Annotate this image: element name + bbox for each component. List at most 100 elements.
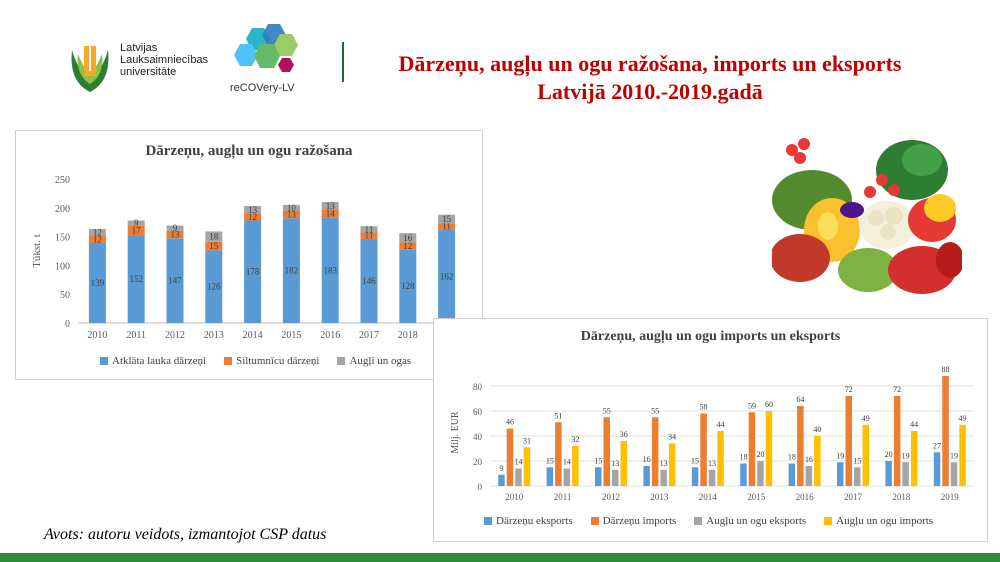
data-label: 13 [708, 459, 716, 468]
data-label: 34 [668, 433, 676, 442]
bar [360, 238, 378, 323]
legend-label: Dārzeņu eksports [496, 515, 573, 527]
y-tick-label: 100 [55, 261, 70, 272]
data-label: 9 [499, 464, 503, 473]
bar [282, 218, 300, 323]
data-label: 46 [506, 418, 514, 427]
bar [668, 443, 676, 486]
data-label: 16 [805, 455, 813, 464]
x-tick-label: 2012 [602, 492, 620, 502]
bar [765, 411, 773, 486]
bar [933, 452, 941, 486]
data-label: 64 [796, 395, 804, 404]
data-label: 16 [403, 233, 413, 243]
y-axis-label: Milj. EUR [450, 411, 461, 454]
x-tick-label: 2019 [941, 492, 960, 502]
bar [360, 232, 378, 239]
bar [321, 202, 339, 210]
bar [244, 213, 262, 221]
data-label: 12 [93, 234, 102, 244]
bar [595, 467, 602, 486]
x-tick-label: 2012 [165, 330, 185, 341]
data-label: 18 [739, 453, 747, 462]
bottom-bar [0, 553, 1000, 562]
x-tick-label: 2016 [320, 330, 340, 341]
data-label: 15 [442, 214, 452, 224]
x-tick-label: 2011 [126, 330, 146, 341]
data-label: 13 [326, 201, 336, 211]
vegetables-image [770, 130, 964, 300]
legend-label: Augļi un ogas [349, 355, 412, 367]
legend-swatch [590, 517, 599, 525]
legend-swatch [694, 517, 703, 525]
bar [546, 467, 554, 486]
bar [88, 242, 106, 323]
data-label: 20 [885, 450, 893, 459]
data-label: 147 [168, 276, 182, 286]
bar [127, 220, 145, 226]
bar [902, 462, 909, 486]
data-label: 44 [910, 420, 918, 429]
data-label: 146 [362, 276, 376, 286]
y-tick-label: 0 [65, 319, 70, 330]
data-label: 13 [660, 459, 668, 468]
data-label: 16 [643, 455, 651, 464]
legend-label: Atklāta lauka dārzeņi [112, 355, 207, 367]
bar [438, 229, 456, 323]
data-label: 36 [620, 430, 628, 439]
bar [950, 462, 958, 486]
data-label: 9 [173, 223, 178, 233]
data-label: 88 [942, 365, 950, 374]
bar [166, 238, 184, 323]
bar [740, 463, 747, 486]
legend-item: Atklāta lauka dārzeņi [100, 355, 206, 367]
legend-item: Dārzeņu imports [590, 515, 677, 527]
bar [205, 231, 223, 242]
data-label: 19 [902, 451, 910, 460]
legend-label: Augļu un ogu eksports [706, 515, 807, 527]
legend-swatch [824, 517, 833, 525]
data-label: 20 [756, 450, 764, 459]
legend-label: Dārzeņu imports [602, 515, 677, 527]
x-tick-label: 2016 [796, 492, 815, 502]
data-label: 152 [129, 274, 143, 284]
x-tick-label: 2010 [87, 330, 107, 341]
data-label: 18 [788, 453, 796, 462]
header-divider [342, 42, 344, 82]
y-tick-label: 200 [55, 204, 70, 215]
x-tick-label: 2013 [650, 492, 669, 502]
bar [438, 223, 456, 230]
bar [321, 209, 339, 218]
legend-item: Siltumnīcu dārzeņi [224, 355, 319, 367]
data-label: 11 [442, 222, 451, 232]
bar [700, 413, 707, 486]
bar [620, 441, 627, 486]
bar [399, 249, 417, 323]
legend-item: Dārzeņu eksports [484, 515, 573, 527]
y-tick-label: 250 [55, 175, 70, 186]
bar [563, 468, 571, 486]
data-label: 14 [514, 458, 522, 467]
data-label: 11 [365, 224, 374, 234]
y-axis-label: Tūkst. t [31, 234, 43, 268]
bar [708, 469, 716, 486]
data-label: 59 [748, 401, 756, 410]
x-tick-label: 2018 [398, 330, 418, 341]
data-label: 178 [246, 267, 260, 277]
data-label: 14 [326, 209, 336, 219]
bar [660, 469, 667, 486]
data-label: 17 [132, 226, 142, 236]
bar [166, 225, 184, 231]
legend-item: Augļu un ogu imports [824, 515, 933, 527]
bar [797, 406, 804, 486]
data-label: 139 [91, 278, 105, 288]
bar [643, 466, 650, 486]
bar [837, 462, 844, 486]
bar [814, 436, 821, 486]
data-label: 13 [287, 209, 297, 219]
data-label: 11 [365, 231, 374, 241]
trade-chart-title: Dārzeņu, augļu un ogu imports un eksport… [580, 329, 841, 344]
source-note: Avots: autoru veidots, izmantojot CSP da… [44, 526, 327, 543]
bar [885, 461, 892, 486]
data-label: 12 [403, 241, 412, 251]
